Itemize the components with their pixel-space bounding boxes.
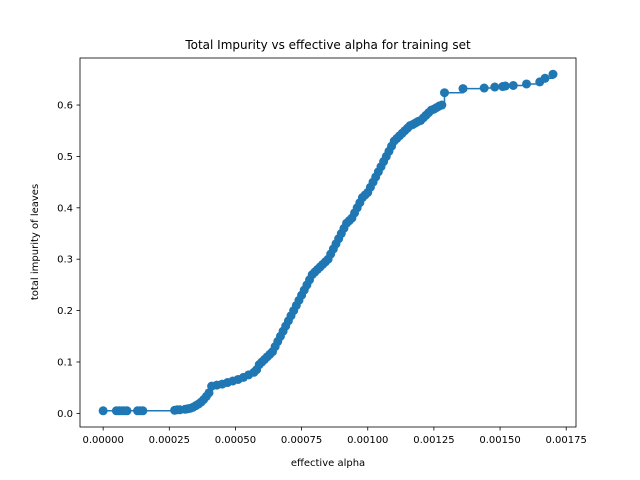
x-tick-label: 0.00050 xyxy=(215,435,256,446)
series-line xyxy=(103,74,554,412)
data-point xyxy=(540,73,550,83)
y-tick-label: 0.5 xyxy=(57,152,73,163)
y-tick-label: 0.3 xyxy=(57,255,73,266)
data-point xyxy=(138,406,148,416)
series-layer xyxy=(98,69,558,416)
chart-title: Total Impurity vs effective alpha for tr… xyxy=(184,38,471,52)
data-point xyxy=(522,79,532,89)
data-point xyxy=(548,69,558,79)
x-axis: 0.00000 0.00025 0.00050 0.00075 0.00100 0.001… xyxy=(82,427,587,446)
y-tick-label: 0.0 xyxy=(57,409,73,420)
data-point xyxy=(490,82,500,92)
x-tick-label: 0.00025 xyxy=(149,435,190,446)
x-tick-label: 0.00150 xyxy=(479,435,520,446)
x-tick-label: 0.00175 xyxy=(546,435,587,446)
data-point xyxy=(508,81,518,90)
data-point xyxy=(437,100,447,110)
data-point xyxy=(479,83,489,93)
data-point xyxy=(500,81,510,91)
plot-area: 0.00000 0.00025 0.00050 0.00075 0.00100 0.001… xyxy=(57,57,587,446)
y-axis-title: total impurity of leaves xyxy=(30,184,41,300)
y-tick-label: 0.1 xyxy=(57,357,73,368)
y-axis: 0.0 0.1 0.2 0.3 0.4 0.5 0.6 xyxy=(57,101,80,420)
y-tick-label: 0.2 xyxy=(57,306,73,317)
x-tick-label: 0.00125 xyxy=(413,435,454,446)
data-point xyxy=(98,406,108,416)
x-tick-label: 0.00000 xyxy=(82,435,123,446)
data-point xyxy=(439,88,449,98)
plot-frame xyxy=(79,57,577,428)
y-tick-label: 0.4 xyxy=(57,203,73,214)
x-tick-label: 0.00100 xyxy=(347,435,388,446)
x-axis-title: effective alpha xyxy=(291,458,365,469)
data-point xyxy=(122,406,132,416)
data-point xyxy=(458,84,468,94)
y-tick-label: 0.6 xyxy=(57,101,73,112)
x-tick-label: 0.00075 xyxy=(281,435,322,446)
